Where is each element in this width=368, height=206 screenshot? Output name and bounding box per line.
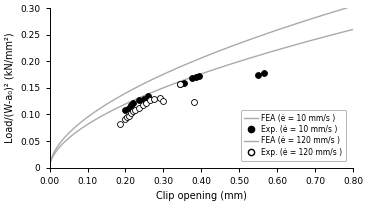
Point: [123, 117, 128, 120]
Point: [157, 96, 163, 99]
Point: [126, 107, 132, 110]
Point: [177, 83, 183, 86]
X-axis label: Clip opening (mm): Clip opening (mm): [156, 191, 247, 201]
Point: [177, 82, 183, 85]
Point: [123, 109, 128, 112]
Point: [191, 100, 197, 103]
Point: [124, 116, 130, 119]
Point: [151, 97, 157, 100]
Y-axis label: Load/(W-a₀)² (kN/mm²): Load/(W-a₀)² (kN/mm²): [5, 33, 15, 143]
Point: [136, 107, 142, 110]
Point: [130, 101, 136, 104]
Point: [128, 112, 134, 115]
Point: [136, 98, 142, 101]
Point: [132, 109, 138, 112]
Point: [193, 76, 199, 79]
Point: [130, 110, 136, 113]
Point: [197, 75, 202, 78]
Point: [145, 94, 151, 98]
Point: [128, 103, 134, 107]
Point: [141, 97, 147, 100]
Point: [147, 98, 153, 102]
Point: [160, 99, 166, 103]
Point: [126, 114, 132, 117]
Point: [255, 73, 261, 76]
Point: [261, 71, 267, 75]
Point: [117, 122, 123, 125]
Legend: FEA (ė = 10 mm/s ), Exp. (ė = 10 mm/s ), FEA (ė = 120 mm/s ), Exp. (ė = 120 mm/s: FEA (ė = 10 mm/s ), Exp. (ė = 10 mm/s ),…: [241, 110, 346, 160]
Point: [139, 103, 145, 107]
Point: [189, 77, 195, 80]
Point: [144, 101, 149, 104]
Point: [181, 81, 187, 84]
